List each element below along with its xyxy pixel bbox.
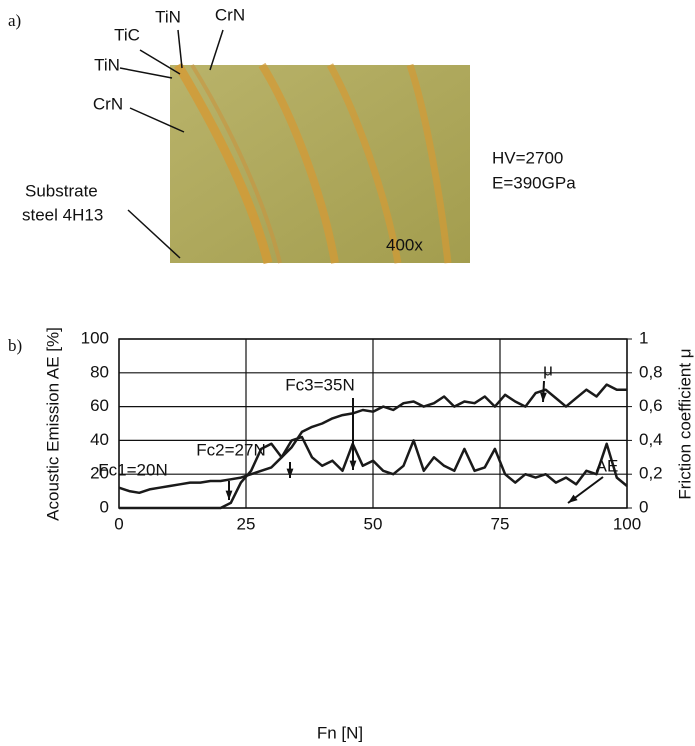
y-tick-label: 60	[90, 396, 109, 415]
x-tick-label: 50	[364, 514, 383, 533]
property: HV=2700	[492, 148, 563, 167]
arrow-head	[540, 392, 547, 402]
arrow-head	[225, 490, 233, 500]
y-tick-label: 40	[90, 430, 109, 449]
property: E=390GPa	[492, 173, 576, 192]
arrow-head	[286, 468, 294, 478]
x-axis-label: Fn [N]	[317, 723, 363, 742]
annotation: Fc2=27N	[196, 440, 265, 459]
x-tick-label: 100	[613, 514, 641, 533]
layer-label: CrN	[215, 5, 245, 24]
series-label: μ	[543, 360, 553, 379]
series-label: AE	[596, 456, 619, 475]
y2-tick-label: 0,4	[639, 430, 663, 449]
y-tick-label: 20	[90, 464, 109, 483]
panel-label: b)	[8, 336, 22, 355]
annotation: Fc3=35N	[285, 375, 354, 394]
layer-label: CrN	[93, 94, 123, 113]
x-tick-label: 75	[491, 514, 510, 533]
x-tick-label: 0	[114, 514, 123, 533]
y2-axis-label: Friction coefficient μ	[675, 348, 694, 499]
plot-frame	[118, 338, 628, 509]
pointer-arrows	[119, 29, 224, 259]
micrograph	[170, 62, 470, 265]
panel-label: a)	[8, 11, 21, 30]
arrow-head	[568, 494, 578, 503]
x-tick-label: 25	[237, 514, 256, 533]
layer-label: TiN	[155, 7, 181, 26]
y2-tick-label: 0,8	[639, 362, 663, 381]
y-tick-label: 80	[90, 362, 109, 381]
y-tick-label: 0	[100, 497, 109, 516]
data-line	[118, 383, 627, 495]
layer-label: TiN	[94, 55, 120, 74]
data-line	[119, 435, 628, 510]
y2-tick-label: 0	[639, 497, 648, 516]
magnification: 400x	[386, 235, 423, 254]
y2-tick-label: 0,2	[639, 464, 663, 483]
arrow-head	[349, 460, 357, 470]
y-axis-label: Acoustic Emission AE [%]	[43, 327, 62, 521]
y2-tick-label: 0,6	[639, 396, 663, 415]
substrate-label: Substrate	[25, 181, 98, 200]
substrate-label: steel 4H13	[22, 205, 103, 224]
y-tick-label: 100	[81, 328, 109, 347]
y2-tick-label: 1	[639, 328, 648, 347]
layer-label: TiC	[114, 25, 140, 44]
annotation: Fc1=20N	[98, 460, 167, 479]
